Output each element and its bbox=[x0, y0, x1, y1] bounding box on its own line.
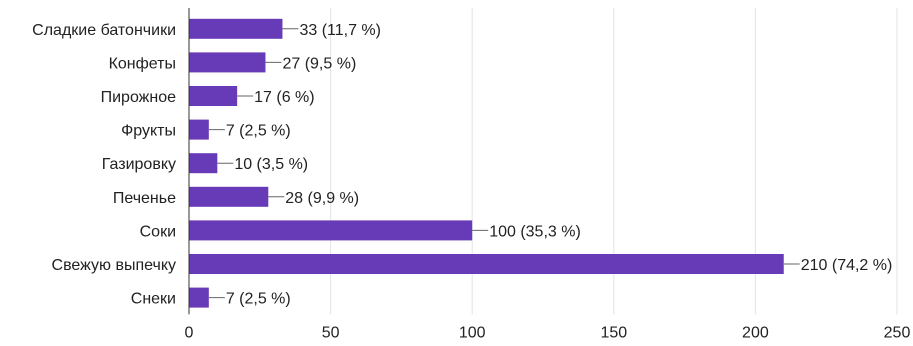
data-label: 33 (11,7 %) bbox=[299, 22, 381, 39]
x-tick-label: 250 bbox=[884, 324, 911, 341]
bar bbox=[189, 119, 209, 140]
category-label: Соки bbox=[140, 223, 176, 240]
bar bbox=[189, 86, 238, 106]
x-tick-label: 150 bbox=[600, 324, 627, 341]
data-label: 7 (2,5 %) bbox=[226, 123, 291, 140]
bar bbox=[189, 220, 473, 241]
bar bbox=[189, 153, 218, 174]
label-layer: Сладкие батончики 33 (11,7 %) Конфеты 27 (9… bbox=[32, 22, 892, 308]
data-label: 7 (2,5 %) bbox=[226, 291, 291, 308]
category-label: Свежую выпечку bbox=[52, 257, 176, 274]
x-tick-label: 100 bbox=[459, 324, 486, 341]
category-label: Фрукты bbox=[121, 123, 176, 140]
data-label: 27 (9,5 %) bbox=[282, 55, 356, 72]
data-label: 17 (6 %) bbox=[254, 89, 314, 106]
data-label: 100 (35,3 %) bbox=[489, 223, 581, 240]
axis-layer: 0 50 100 150 200 250 bbox=[185, 8, 911, 341]
category-label: Печенье bbox=[113, 190, 176, 207]
data-label: 10 (3,5 %) bbox=[234, 156, 308, 173]
data-label: 28 (9,9 %) bbox=[285, 190, 359, 207]
category-label: Сладкие батончики bbox=[32, 22, 176, 39]
bar bbox=[189, 287, 209, 308]
category-label: Газировку bbox=[102, 156, 176, 173]
x-tick-label: 50 bbox=[322, 324, 340, 341]
bar bbox=[189, 52, 266, 73]
category-label: Пирожное bbox=[101, 89, 176, 106]
category-label: Снеки bbox=[131, 291, 176, 308]
bar bbox=[189, 18, 283, 39]
bar-layer bbox=[189, 18, 784, 308]
bar bbox=[189, 254, 784, 274]
category-label: Конфеты bbox=[109, 55, 176, 72]
bar bbox=[189, 186, 269, 207]
data-label: 210 (74,2 %) bbox=[801, 257, 893, 274]
x-tick-label: 200 bbox=[742, 324, 769, 341]
x-tick-label: 0 bbox=[185, 324, 194, 341]
